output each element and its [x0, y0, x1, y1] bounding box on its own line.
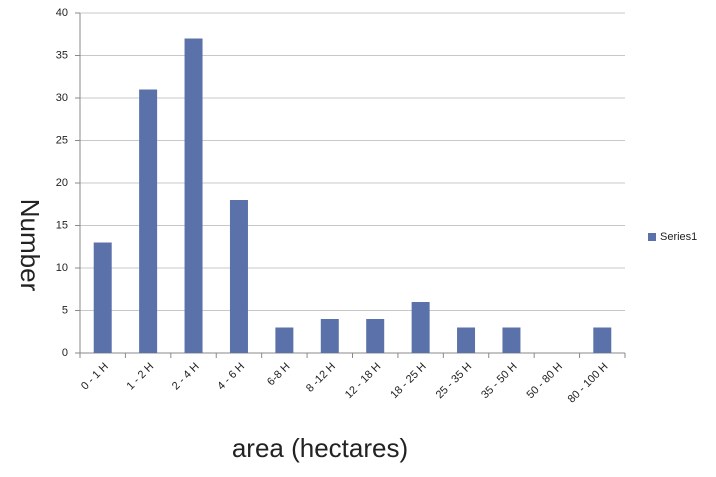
x-tick-label: 4 - 6 H — [215, 361, 247, 393]
bar — [184, 38, 203, 353]
x-tick-label: 25 - 35 H — [434, 361, 475, 402]
y-tick-label: 25 — [56, 134, 68, 146]
y-tick-label: 35 — [56, 49, 68, 61]
x-axis-label: area (hectares) — [232, 433, 408, 463]
y-tick-label: 10 — [56, 262, 68, 274]
bar — [275, 327, 294, 353]
bar — [320, 319, 339, 353]
x-tick-label: 50 - 80 H — [525, 361, 566, 402]
bar — [593, 327, 612, 353]
bar — [366, 319, 385, 353]
x-tick-label: 18 - 25 H — [388, 361, 429, 402]
y-tick-label: 20 — [56, 177, 68, 189]
y-tick-label: 40 — [56, 7, 68, 19]
bar — [502, 327, 521, 353]
y-tick-label: 15 — [56, 219, 68, 231]
x-tick-label: 80 - 100 H — [566, 361, 611, 406]
x-tick-label: 6-8 H — [265, 361, 293, 389]
x-tick-label: 0 - 1 H — [79, 361, 111, 393]
y-tick-label: 30 — [56, 92, 68, 104]
y-axis-label: Number — [15, 199, 45, 292]
legend-swatch — [648, 233, 656, 241]
x-tick-label: 1 - 2 H — [124, 361, 156, 393]
bar — [139, 89, 158, 353]
legend-label: Series1 — [660, 231, 697, 243]
bar — [93, 242, 112, 353]
y-tick-label: 0 — [62, 347, 68, 359]
bar — [411, 302, 430, 353]
x-tick-label: 2 - 4 H — [170, 361, 202, 393]
bar — [457, 327, 476, 353]
x-tick-label: 8 -12 H — [304, 361, 338, 395]
x-tick-label: 35 - 50 H — [479, 361, 520, 402]
bar — [229, 200, 248, 353]
x-tick-label: 12 - 18 H — [343, 361, 384, 402]
y-tick-label: 5 — [62, 304, 68, 316]
